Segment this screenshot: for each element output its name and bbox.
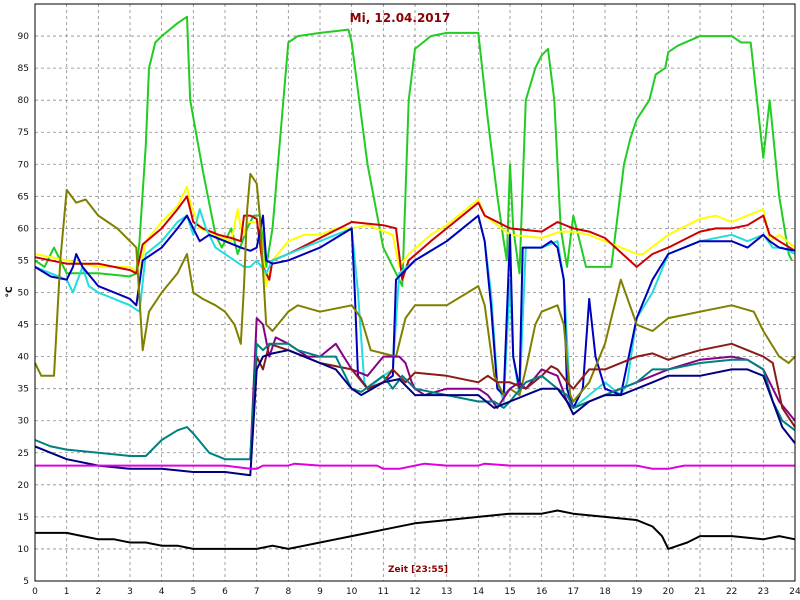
chart-title: Mi, 12.04.2017 bbox=[350, 11, 451, 25]
series-line-11 bbox=[35, 462, 795, 470]
y-tick-label: 10 bbox=[18, 545, 30, 555]
x-tick-label: 12 bbox=[409, 587, 420, 597]
y-tick-label: 60 bbox=[18, 224, 30, 234]
y-tick-label: 35 bbox=[18, 385, 29, 395]
x-tick-label: 5 bbox=[190, 587, 196, 597]
y-tick-label: 30 bbox=[18, 417, 30, 427]
series-line-1 bbox=[34, 15, 793, 288]
y-tick-label: 80 bbox=[18, 96, 30, 106]
x-axis-label: Zeit [23:55] bbox=[388, 565, 448, 575]
x-tick-label: 9 bbox=[317, 587, 323, 597]
series-line-7 bbox=[249, 317, 796, 460]
y-tick-label: 20 bbox=[18, 481, 30, 491]
y-tick-label: 5 bbox=[23, 577, 29, 587]
series-lines bbox=[34, 15, 796, 550]
x-tick-label: 23 bbox=[758, 587, 769, 597]
series-line-4 bbox=[34, 208, 796, 409]
x-tick-label: 16 bbox=[536, 587, 548, 597]
y-tick-label: 40 bbox=[18, 353, 30, 363]
series-line-10 bbox=[34, 349, 796, 477]
x-tick-label: 21 bbox=[694, 587, 705, 597]
x-tick-label: 1 bbox=[64, 587, 70, 597]
x-tick-label: 13 bbox=[441, 587, 452, 597]
series-line-3 bbox=[34, 195, 796, 281]
y-tick-label: 50 bbox=[18, 289, 30, 299]
series-line-12 bbox=[35, 509, 796, 550]
x-tick-label: 18 bbox=[599, 587, 611, 597]
y-tick-label: 75 bbox=[18, 128, 29, 138]
y-tick-label: 65 bbox=[18, 192, 29, 202]
x-tick-label: 15 bbox=[504, 587, 515, 597]
x-tick-label: 0 bbox=[32, 587, 38, 597]
x-tick-label: 7 bbox=[254, 587, 260, 597]
x-tick-label: 10 bbox=[346, 587, 358, 597]
x-tick-label: 24 bbox=[789, 587, 800, 597]
x-tick-label: 2 bbox=[95, 587, 101, 597]
x-tick-label: 19 bbox=[631, 587, 643, 597]
series-line-9 bbox=[34, 342, 796, 461]
x-tick-label: 17 bbox=[568, 587, 579, 597]
x-tick-label: 11 bbox=[378, 587, 389, 597]
x-tick-labels: 0 1 2 3 4 5 6 7 8 9 10 11 12 13 14 15 16 17 18 19 20 21 22 23 24 bbox=[32, 587, 800, 597]
series-line-6 bbox=[34, 172, 796, 403]
x-tick-label: 4 bbox=[159, 587, 165, 597]
x-tick-label: 8 bbox=[285, 587, 291, 597]
y-tick-label: 90 bbox=[18, 32, 30, 42]
y-axis-label: °C bbox=[5, 286, 15, 298]
y-tick-label: 55 bbox=[18, 256, 29, 266]
x-tick-label: 6 bbox=[222, 587, 228, 597]
y-tick-label: 25 bbox=[18, 449, 29, 459]
y-tick-label: 70 bbox=[18, 160, 30, 170]
y-tick-label: 45 bbox=[18, 321, 29, 331]
y-tick-label: 15 bbox=[18, 513, 29, 523]
y-tick-label: 85 bbox=[18, 64, 29, 74]
plot-frame bbox=[34, 3, 796, 582]
x-tick-label: 20 bbox=[663, 587, 675, 597]
x-tick-label: 14 bbox=[473, 587, 485, 597]
x-tick-label: 22 bbox=[726, 587, 737, 597]
x-tick-label: 3 bbox=[127, 587, 133, 597]
y-tick-labels: 5 10 15 20 25 30 35 40 45 50 55 60 65 70 75 80 85 90 bbox=[18, 32, 30, 587]
